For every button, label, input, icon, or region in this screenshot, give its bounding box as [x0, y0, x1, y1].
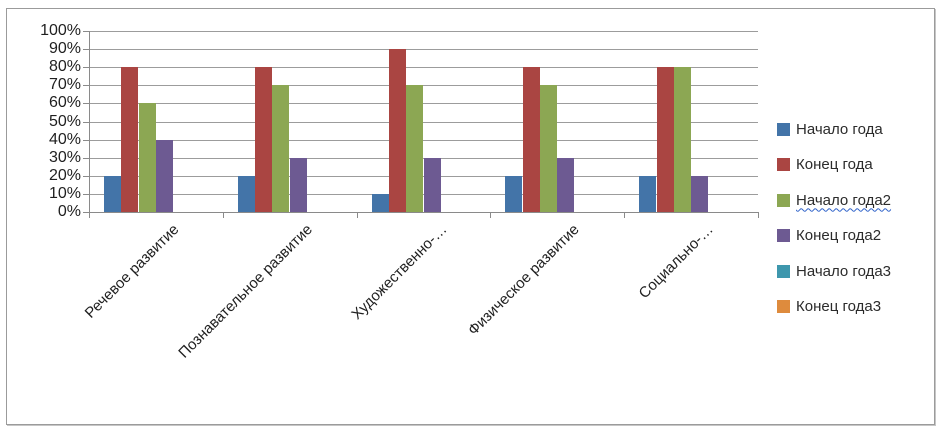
y-axis-tick-label: 70%: [48, 76, 81, 93]
x-axis-tick: [490, 212, 491, 218]
bar-4-cat3[interactable]: [424, 158, 441, 212]
y-axis-tick-label: 30%: [48, 149, 81, 166]
bar-4-cat2[interactable]: [290, 158, 307, 212]
bar-3-cat1[interactable]: [139, 103, 156, 212]
legend-item-label: Начало года3: [796, 262, 892, 280]
gridline: [89, 31, 758, 32]
y-axis-tick: [83, 67, 89, 68]
y-axis-tick: [83, 122, 89, 123]
bar-1-cat3[interactable]: [372, 194, 389, 212]
gridline: [89, 67, 758, 68]
y-axis-tick: [83, 176, 89, 177]
bar-1-cat1[interactable]: [104, 176, 121, 212]
y-axis-tick: [83, 158, 89, 159]
legend-swatch: [777, 264, 790, 278]
legend-item-1[interactable]: Начало года: [777, 120, 883, 138]
chart-object-frame[interactable]: 0% 10% 20% 30% 40% 50% 60% 70% 80% 90% 100% Речевое…: [6, 8, 935, 425]
y-axis-tick-label: 0%: [57, 203, 81, 220]
y-axis-tick: [83, 103, 89, 104]
legend-item-6[interactable]: Конец года3: [777, 297, 882, 315]
y-axis-tick: [83, 49, 89, 50]
legend-item-3[interactable]: Начало года2: [777, 191, 892, 209]
bar-1-cat2[interactable]: [238, 176, 255, 212]
x-axis-category-label: Речевое развитие: [81, 221, 183, 322]
y-axis-tick: [83, 85, 89, 86]
legend-item-label: Конец года: [796, 155, 873, 173]
y-axis-tick-label: 40%: [48, 131, 81, 148]
y-axis-tick-label: 90%: [48, 40, 81, 57]
legend-swatch: [777, 228, 790, 242]
y-axis-tick-label: 60%: [48, 94, 81, 111]
y-axis-tick-label: 20%: [48, 167, 81, 184]
legend-item-label: Начало года2: [796, 191, 892, 209]
y-axis-tick-label: 10%: [48, 185, 81, 202]
x-axis-tick: [357, 212, 358, 218]
bar-2-cat2[interactable]: [255, 67, 272, 212]
y-axis-tick: [83, 194, 89, 195]
x-axis-line: [89, 212, 759, 213]
legend-item-label: Конец года3: [796, 297, 882, 315]
gridline: [89, 85, 758, 86]
x-axis-tick: [89, 212, 90, 218]
x-axis-tick: [758, 212, 759, 218]
legend-swatch: [777, 193, 790, 207]
legend-item-label: Начало года: [796, 120, 883, 138]
bar-4-cat5[interactable]: [691, 176, 708, 212]
bar-3-cat3[interactable]: [406, 85, 423, 212]
bar-2-cat4[interactable]: [523, 67, 540, 212]
gridline: [89, 49, 758, 50]
legend-swatch: [777, 157, 790, 171]
plot-area[interactable]: 0% 10% 20% 30% 40% 50% 60% 70% 80% 90% 100% Речевое…: [7, 9, 934, 424]
legend-item-label: Конец года2: [796, 226, 882, 244]
gridline: [89, 194, 758, 195]
y-axis-tick-label: 50%: [48, 113, 81, 130]
x-axis-category-label: Физическое развитие: [465, 221, 584, 339]
gridline: [89, 103, 758, 104]
x-axis-tick: [223, 212, 224, 218]
bar-3-cat5[interactable]: [674, 67, 691, 212]
x-axis-category-label: Познавательное развитие: [175, 221, 317, 362]
gridline: [89, 140, 758, 141]
y-axis-tick: [83, 140, 89, 141]
y-axis-tick: [83, 31, 89, 32]
bar-3-cat2[interactable]: [272, 85, 289, 212]
gridline: [89, 122, 758, 123]
bar-2-cat5[interactable]: [657, 67, 674, 212]
y-axis-tick-label: 100%: [40, 22, 81, 39]
bar-2-cat3[interactable]: [389, 49, 406, 212]
legend-swatch: [777, 122, 790, 136]
legend-item-2[interactable]: Конец года: [777, 155, 873, 173]
bar-1-cat5[interactable]: [639, 176, 656, 212]
y-axis-tick: [83, 212, 89, 213]
x-axis-tick: [624, 212, 625, 218]
bar-2-cat1[interactable]: [121, 67, 138, 212]
bar-4-cat4[interactable]: [557, 158, 574, 212]
bar-1-cat4[interactable]: [505, 176, 522, 212]
legend: Начало года Конец года Начало года2 Конец г…: [7, 9, 934, 424]
y-axis-tick-label: 80%: [48, 58, 81, 75]
bar-3-cat4[interactable]: [540, 85, 557, 212]
bar-4-cat1[interactable]: [156, 140, 173, 212]
x-axis-category-label: Социально-…: [635, 221, 718, 303]
x-axis-category-label: Художественно-…: [347, 221, 451, 324]
legend-item-5[interactable]: Начало года3: [777, 262, 892, 280]
gridline: [89, 176, 758, 177]
legend-swatch: [777, 299, 790, 313]
y-axis-line: [89, 31, 90, 213]
gridline: [89, 158, 758, 159]
legend-item-4[interactable]: Конец года2: [777, 226, 882, 244]
